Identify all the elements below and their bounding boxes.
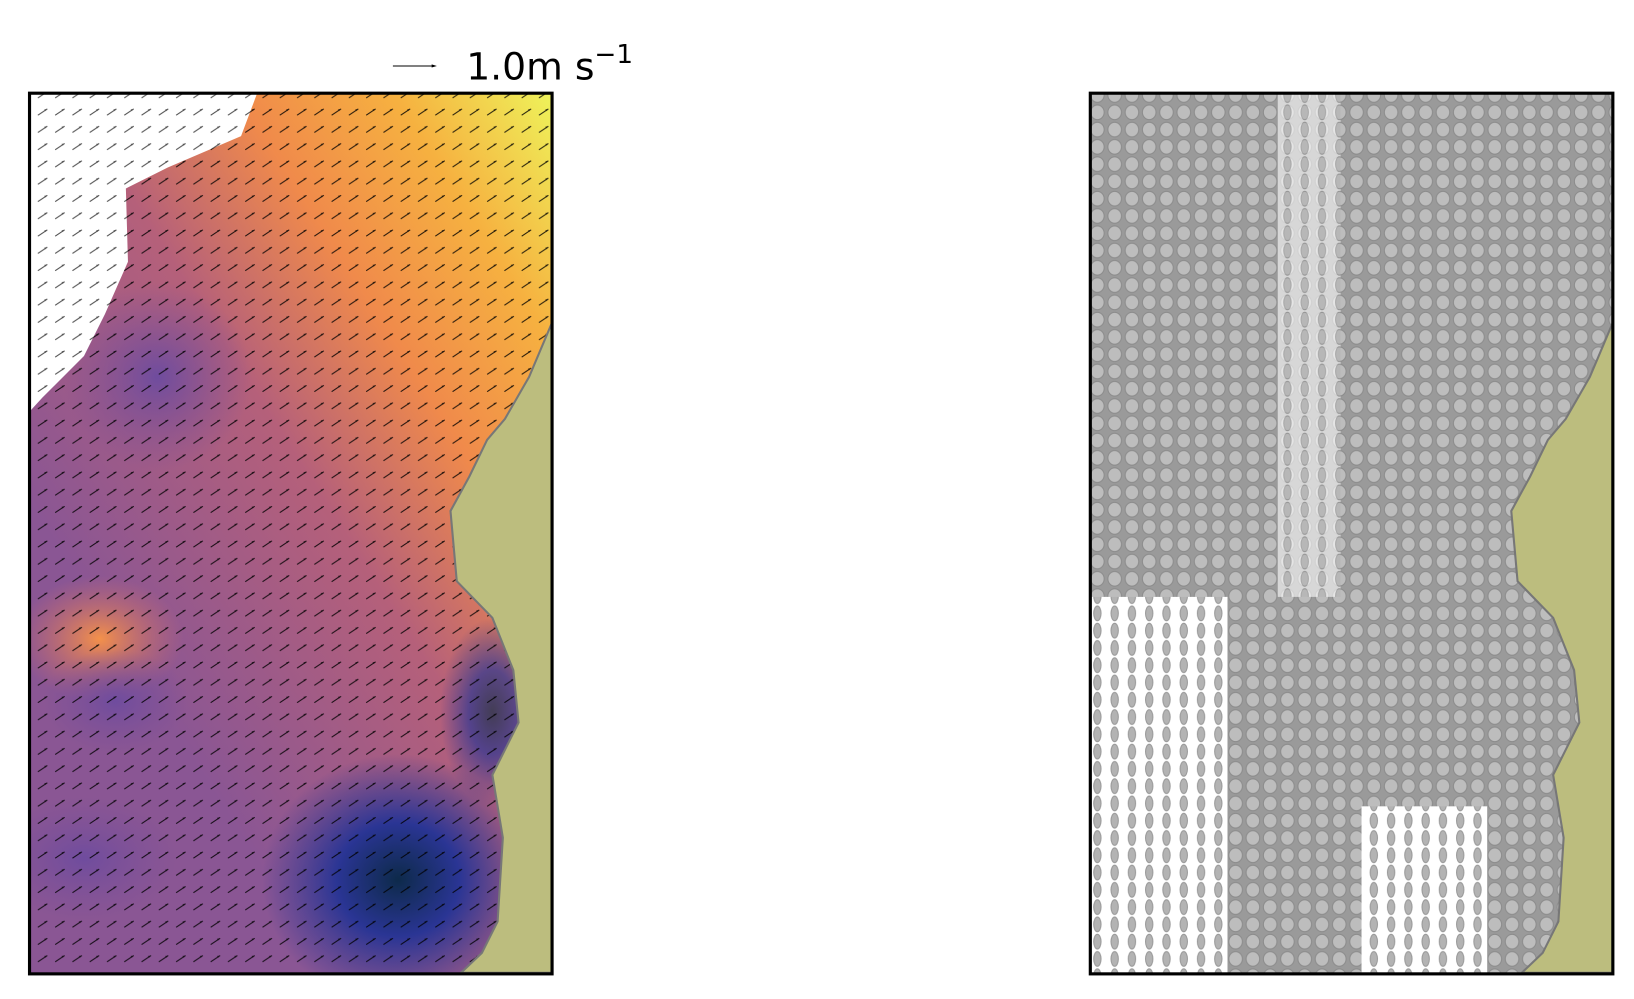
panel-frame: [1088, 91, 1615, 976]
ellipse-field: [1091, 596, 1228, 973]
land: [449, 322, 552, 973]
velocity-panel: [30, 94, 552, 973]
quiver-key-label: 1.0m s−1: [466, 40, 633, 89]
panel-frame: [27, 91, 554, 976]
quiver-key-text: 1.0m s: [466, 45, 594, 89]
quiver-key-exponent: −1: [594, 40, 633, 70]
land: [1510, 322, 1612, 973]
velocity-arrows: [30, 94, 257, 411]
ellipse-field: [1361, 806, 1488, 973]
ellipse-panel: [1091, 94, 1612, 973]
quiver-key-head: [431, 64, 437, 68]
ellipse-field: [1277, 94, 1341, 597]
